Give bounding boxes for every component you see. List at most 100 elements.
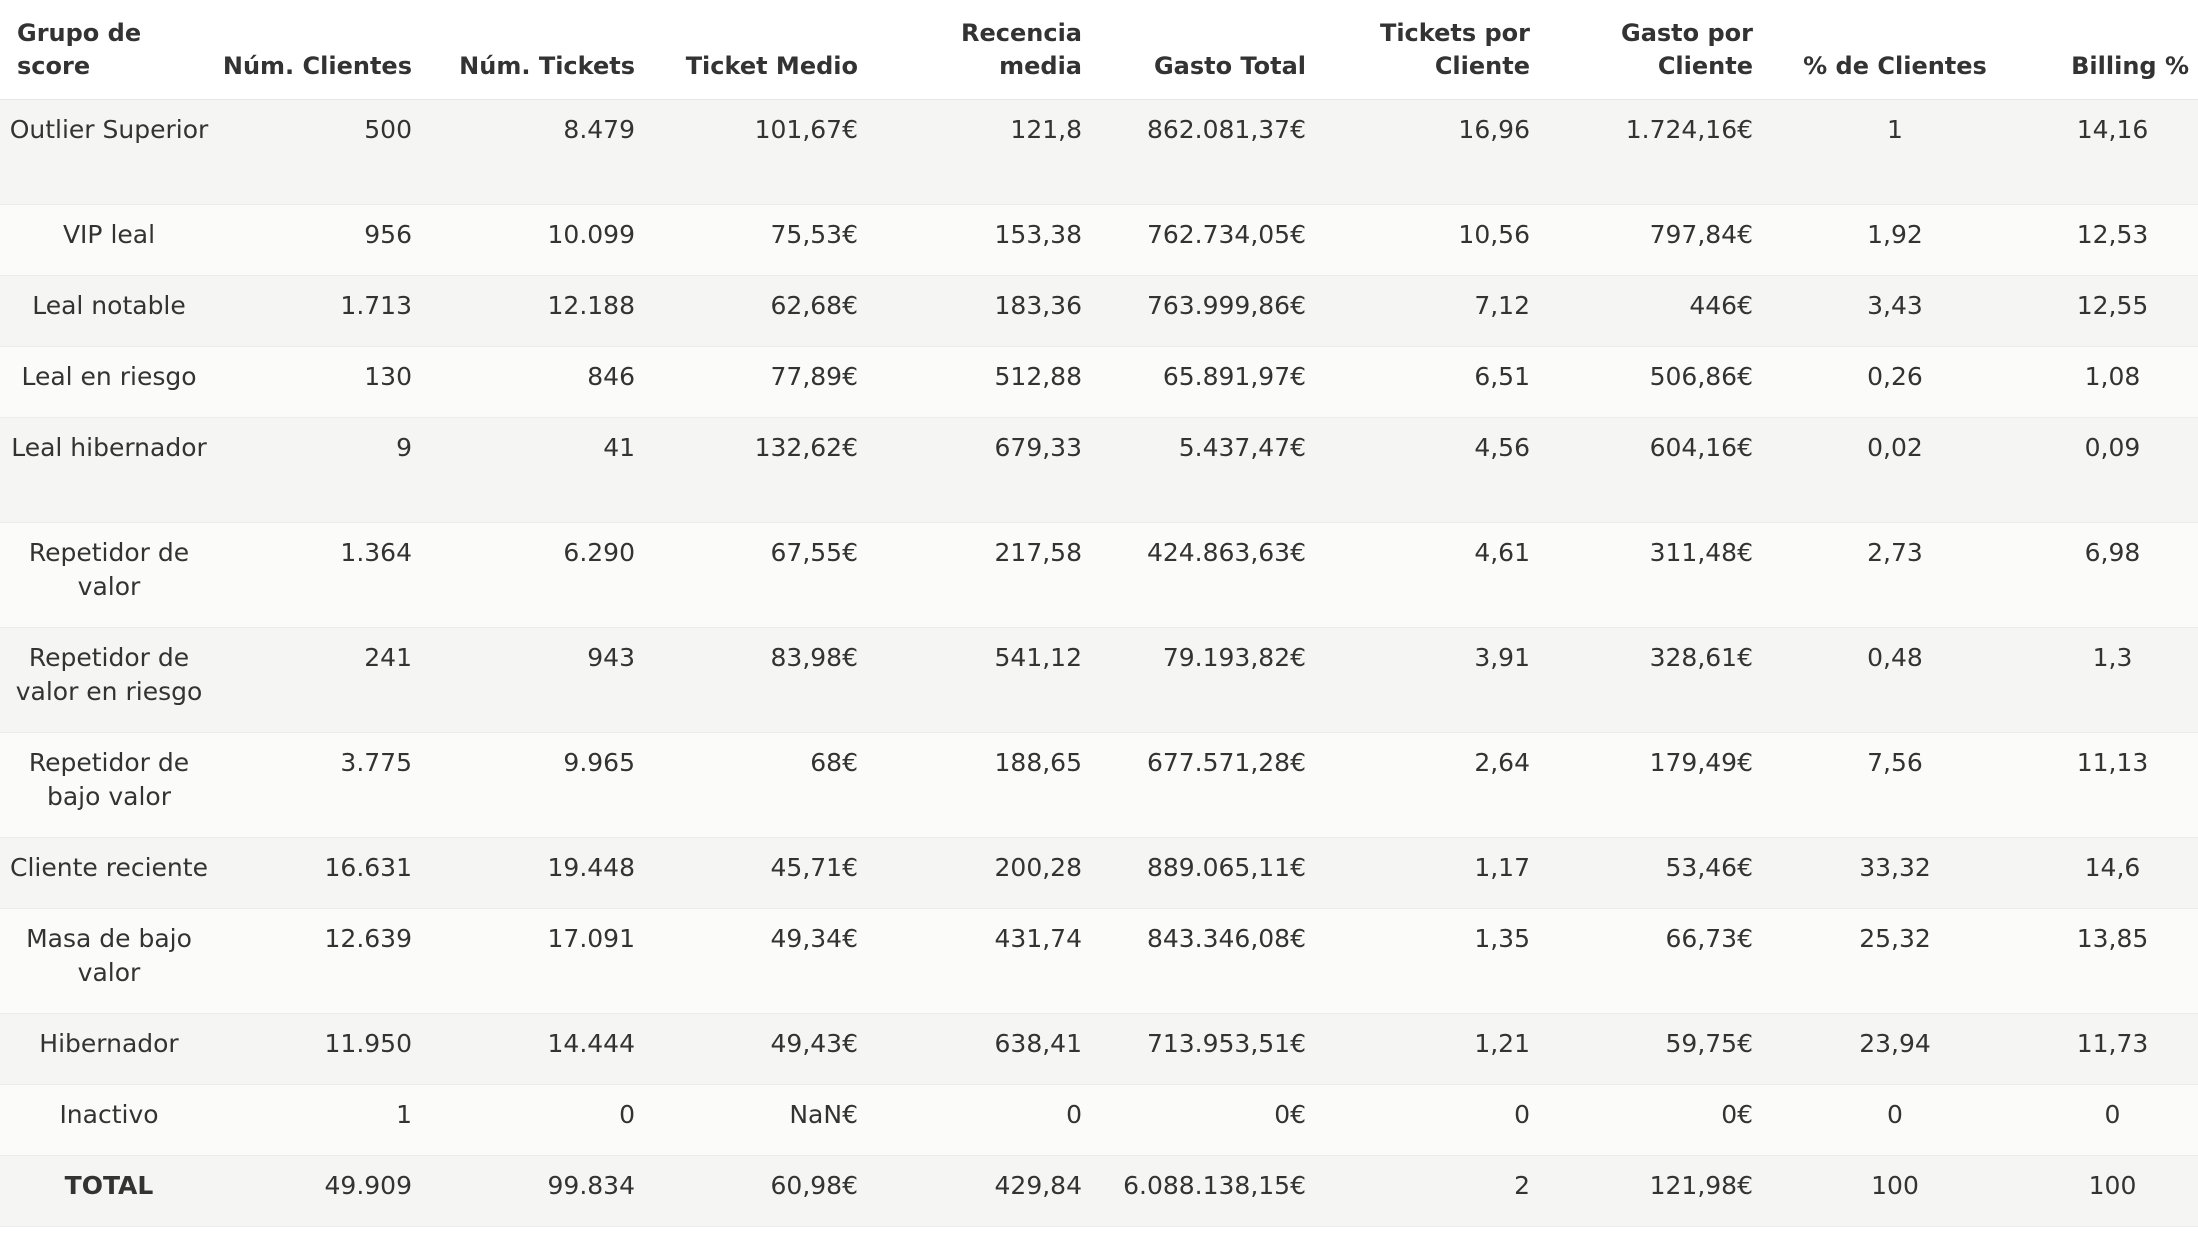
cell-grupo-de-score: Masa de bajo valor — [0, 908, 218, 1014]
cell-num-tickets: 99.834 — [442, 1155, 665, 1227]
cell-num-clientes: 16.631 — [218, 837, 442, 909]
cell-num-clientes: 130 — [218, 346, 442, 418]
cell-pct-clientes: 7,56 — [1783, 732, 2007, 838]
cell-billing-pct: 100 — [2007, 1155, 2198, 1227]
cell-ticket-medio: 101,67€ — [665, 99, 888, 205]
cell-num-clientes: 12.639 — [218, 908, 442, 1014]
cell-billing-pct: 1,08 — [2007, 346, 2198, 418]
cell-pct-clientes: 0,02 — [1783, 417, 2007, 523]
cell-tickets-por-cliente: 10,56 — [1336, 204, 1560, 276]
cell-gasto-total: 0€ — [1112, 1084, 1336, 1156]
cell-ticket-medio: 45,71€ — [665, 837, 888, 909]
cell-num-clientes: 956 — [218, 204, 442, 276]
cell-recencia-media: 541,12 — [888, 627, 1112, 733]
cell-billing-pct: 1,3 — [2007, 627, 2198, 733]
cell-pct-clientes: 100 — [1783, 1155, 2007, 1227]
cell-num-clientes: 9 — [218, 417, 442, 523]
column-header-billing-pct[interactable]: Billing % — [2007, 0, 2198, 100]
cell-tickets-por-cliente: 7,12 — [1336, 275, 1560, 347]
cell-ticket-medio: NaN€ — [665, 1084, 888, 1156]
cell-recencia-media: 679,33 — [888, 417, 1112, 523]
cell-recencia-media: 183,36 — [888, 275, 1112, 347]
column-header-pct-clientes[interactable]: % de Clientes — [1783, 0, 2007, 100]
cell-num-clientes: 500 — [218, 99, 442, 205]
cell-tickets-por-cliente: 2,64 — [1336, 732, 1560, 838]
cell-recencia-media: 638,41 — [888, 1013, 1112, 1085]
table-row-total: TOTAL 49.909 99.834 60,98€ 429,84 6.088.138,1… — [0, 1155, 2198, 1227]
cell-pct-clientes: 23,94 — [1783, 1013, 2007, 1085]
cell-gasto-por-cliente: 604,16€ — [1560, 417, 1783, 523]
cell-grupo-de-score: Leal en riesgo — [0, 346, 218, 418]
column-header-ticket-medio[interactable]: Ticket Medio — [665, 0, 888, 100]
cell-ticket-medio: 132,62€ — [665, 417, 888, 523]
cell-pct-clientes: 2,73 — [1783, 522, 2007, 628]
cell-ticket-medio: 49,43€ — [665, 1013, 888, 1085]
cell-num-clientes: 1.713 — [218, 275, 442, 347]
column-header-tickets-por-cliente[interactable]: Tickets por Cliente — [1336, 0, 1560, 100]
cell-ticket-medio: 83,98€ — [665, 627, 888, 733]
cell-recencia-media: 0 — [888, 1084, 1112, 1156]
cell-num-tickets: 8.479 — [442, 99, 665, 205]
cell-gasto-por-cliente: 0€ — [1560, 1084, 1783, 1156]
cell-tickets-por-cliente: 3,91 — [1336, 627, 1560, 733]
cell-grupo-de-score: Repetidor de valor — [0, 522, 218, 628]
cell-gasto-por-cliente: 1.724,16€ — [1560, 99, 1783, 205]
cell-gasto-total: 424.863,63€ — [1112, 522, 1336, 628]
cell-grupo-de-score: Leal hibernador — [0, 417, 218, 523]
table-row: Inactivo 1 0 NaN€ 0 0€ 0 0€ 0 0 — [0, 1084, 2198, 1156]
cell-ticket-medio: 75,53€ — [665, 204, 888, 276]
table-header: Grupo de score Núm. Clientes Núm. Ticket… — [0, 0, 2198, 100]
cell-pct-clientes: 0 — [1783, 1084, 2007, 1156]
cell-grupo-de-score: TOTAL — [0, 1155, 218, 1227]
table-row: Repetidor de valor en riesgo 241 943 83,98€… — [0, 627, 2198, 733]
cell-billing-pct: 14,6 — [2007, 837, 2198, 909]
column-header-recencia-media[interactable]: Recencia media — [888, 0, 1112, 100]
cell-gasto-total: 5.437,47€ — [1112, 417, 1336, 523]
cell-recencia-media: 188,65 — [888, 732, 1112, 838]
cell-gasto-total: 6.088.138,15€ — [1112, 1155, 1336, 1227]
table-row: Hibernador 11.950 14.444 49,43€ 638,41 713.95… — [0, 1013, 2198, 1085]
column-header-gasto-por-cliente[interactable]: Gasto por Cliente — [1560, 0, 1783, 100]
cell-num-tickets: 41 — [442, 417, 665, 523]
cell-pct-clientes: 33,32 — [1783, 837, 2007, 909]
table-body: Outlier Superior 500 8.479 101,67€ 121,8 862.… — [0, 99, 2198, 1227]
cell-num-tickets: 846 — [442, 346, 665, 418]
column-header-num-clientes[interactable]: Núm. Clientes — [218, 0, 442, 100]
column-header-gasto-total[interactable]: Gasto Total — [1112, 0, 1336, 100]
cell-billing-pct: 12,55 — [2007, 275, 2198, 347]
cell-num-tickets: 19.448 — [442, 837, 665, 909]
cell-billing-pct: 6,98 — [2007, 522, 2198, 628]
cell-num-tickets: 9.965 — [442, 732, 665, 838]
cell-ticket-medio: 68€ — [665, 732, 888, 838]
table-row: Repetidor de valor 1.364 6.290 67,55€ 217,58… — [0, 522, 2198, 628]
column-header-num-tickets[interactable]: Núm. Tickets — [442, 0, 665, 100]
table-row: Leal en riesgo 130 846 77,89€ 512,88 65.891,9… — [0, 346, 2198, 418]
cell-gasto-total: 762.734,05€ — [1112, 204, 1336, 276]
cell-ticket-medio: 67,55€ — [665, 522, 888, 628]
cell-tickets-por-cliente: 4,61 — [1336, 522, 1560, 628]
cell-pct-clientes: 3,43 — [1783, 275, 2007, 347]
cell-pct-clientes: 0,26 — [1783, 346, 2007, 418]
cell-gasto-por-cliente: 53,46€ — [1560, 837, 1783, 909]
cell-billing-pct: 14,16 — [2007, 99, 2198, 205]
cell-gasto-total: 763.999,86€ — [1112, 275, 1336, 347]
cell-gasto-total: 677.571,28€ — [1112, 732, 1336, 838]
cell-recencia-media: 431,74 — [888, 908, 1112, 1014]
table-row: Outlier Superior 500 8.479 101,67€ 121,8 862.… — [0, 99, 2198, 205]
column-header-grupo-de-score[interactable]: Grupo de score — [0, 0, 218, 100]
cell-num-tickets: 17.091 — [442, 908, 665, 1014]
cell-tickets-por-cliente: 1,35 — [1336, 908, 1560, 1014]
cell-gasto-por-cliente: 446€ — [1560, 275, 1783, 347]
cell-gasto-total: 843.346,08€ — [1112, 908, 1336, 1014]
table-row: VIP leal 956 10.099 75,53€ 153,38 762.734,05€… — [0, 204, 2198, 276]
cell-num-tickets: 14.444 — [442, 1013, 665, 1085]
cell-recencia-media: 200,28 — [888, 837, 1112, 909]
cell-grupo-de-score: Repetidor de bajo valor — [0, 732, 218, 838]
cell-gasto-por-cliente: 328,61€ — [1560, 627, 1783, 733]
cell-gasto-por-cliente: 66,73€ — [1560, 908, 1783, 1014]
cell-tickets-por-cliente: 1,17 — [1336, 837, 1560, 909]
cell-ticket-medio: 49,34€ — [665, 908, 888, 1014]
cell-pct-clientes: 1 — [1783, 99, 2007, 205]
